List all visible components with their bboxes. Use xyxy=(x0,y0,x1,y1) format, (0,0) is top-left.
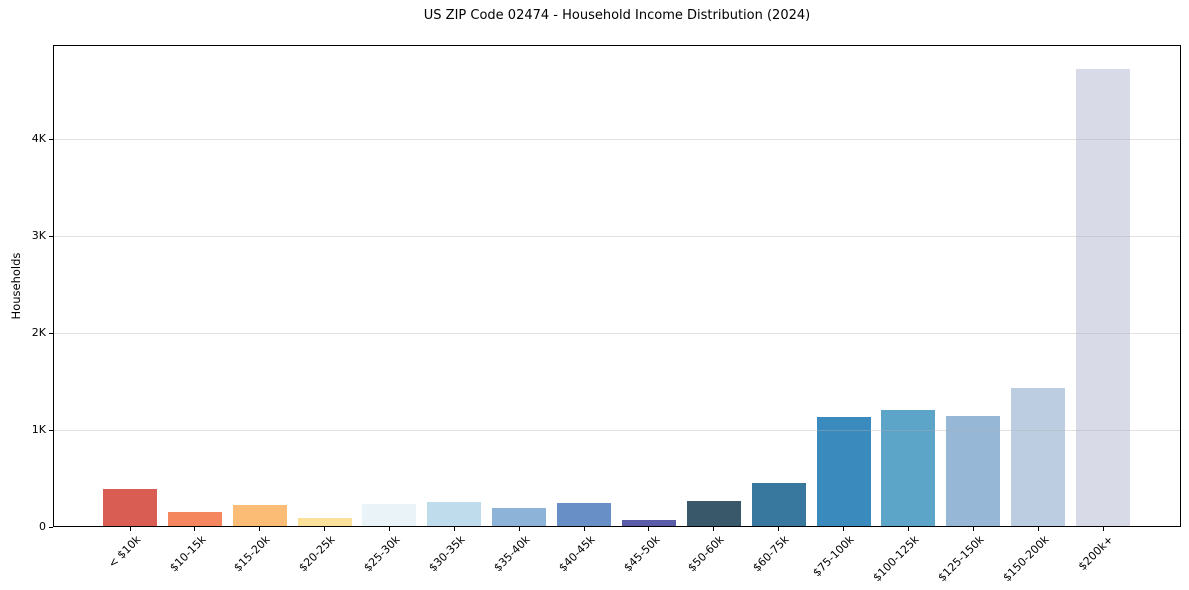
y-tick-label-2k: 2K xyxy=(31,326,46,340)
x-tick-mark xyxy=(324,527,326,531)
x-tick-label-200k: $200k+ xyxy=(1076,533,1117,574)
x-tick-mark xyxy=(583,527,585,531)
x-tick-label-10k: < $10k xyxy=(105,533,144,571)
y-tick-label-4k: 4K xyxy=(31,132,46,146)
y-tick-label-1k: 1K xyxy=(31,423,46,437)
bar-45-50k xyxy=(621,520,676,527)
x-tick-mark xyxy=(129,527,131,531)
x-tick-label-60-75k: $60-75k xyxy=(750,533,792,575)
x-tick-mark xyxy=(1037,527,1039,531)
x-tick-mark xyxy=(907,527,909,531)
y-tick-label-0: 0 xyxy=(39,520,46,533)
gridline-3k xyxy=(53,235,1181,237)
x-tick-label-20-25k: $20-25k xyxy=(296,533,338,575)
x-tick-label-15-20k: $15-20k xyxy=(231,533,273,575)
x-tick-mark xyxy=(778,527,780,531)
x-tick-mark xyxy=(713,527,715,531)
gridline-2k xyxy=(53,332,1181,334)
chart-title: US ZIP Code 02474 - Household Income Dis… xyxy=(423,8,811,23)
x-tick-label-45-50k: $45-50k xyxy=(620,533,663,575)
x-tick-label-50-60k: $50-60k xyxy=(685,533,728,575)
y-tick-mark xyxy=(49,429,53,431)
bar-20-25k xyxy=(297,517,352,527)
x-tick-label-75-100k: $75-100k xyxy=(810,533,857,580)
y-tick-mark xyxy=(49,332,53,334)
x-tick-label-30-35k: $30-35k xyxy=(426,533,468,575)
bar-60-75k xyxy=(751,482,806,527)
x-tick-mark xyxy=(518,527,520,531)
y-tick-mark xyxy=(49,235,53,237)
gridline-1k xyxy=(53,429,1181,431)
x-tick-mark xyxy=(972,527,974,531)
x-tick-mark xyxy=(843,527,845,531)
y-tick-mark xyxy=(49,138,53,140)
bar-15-20k xyxy=(232,504,287,527)
bar-150-200k xyxy=(1011,388,1066,527)
x-tick-label-35-40k: $35-40k xyxy=(491,533,533,575)
x-tick-mark xyxy=(453,527,455,531)
x-tick-label-25-30k: $25-30k xyxy=(361,533,403,575)
x-tick-mark xyxy=(259,527,261,531)
gridline-4k xyxy=(53,138,1181,140)
bar-30-35k xyxy=(427,502,482,527)
bar-50-60k xyxy=(686,500,741,527)
plot-area xyxy=(53,45,1181,527)
x-tick-mark xyxy=(194,527,196,531)
x-tick-label-125-150k: $125-150k xyxy=(935,533,987,585)
y-tick-label-3k: 3K xyxy=(31,229,46,243)
y-tick-mark xyxy=(49,526,53,528)
bar-25-30k xyxy=(362,503,417,527)
x-tick-mark xyxy=(648,527,650,531)
bar-75-100k xyxy=(816,417,871,527)
bar-125-150k xyxy=(946,416,1001,527)
x-tick-label-40-45k: $40-45k xyxy=(556,533,598,575)
x-tick-label-150-200k: $150-200k xyxy=(1000,533,1052,585)
bar-100-125k xyxy=(881,409,936,527)
bar-40-45k xyxy=(557,502,612,527)
x-tick-label-10-15k: $10-15k xyxy=(166,533,209,575)
y-axis-label: Households xyxy=(9,252,23,320)
bar-200k xyxy=(1076,69,1130,527)
x-tick-mark xyxy=(1102,527,1104,531)
bar-10-15k xyxy=(167,512,222,527)
bar-35-40k xyxy=(492,508,547,527)
x-tick-mark xyxy=(388,527,390,531)
x-tick-label-100-125k: $100-125k xyxy=(870,533,922,585)
bar-10k xyxy=(103,489,157,527)
